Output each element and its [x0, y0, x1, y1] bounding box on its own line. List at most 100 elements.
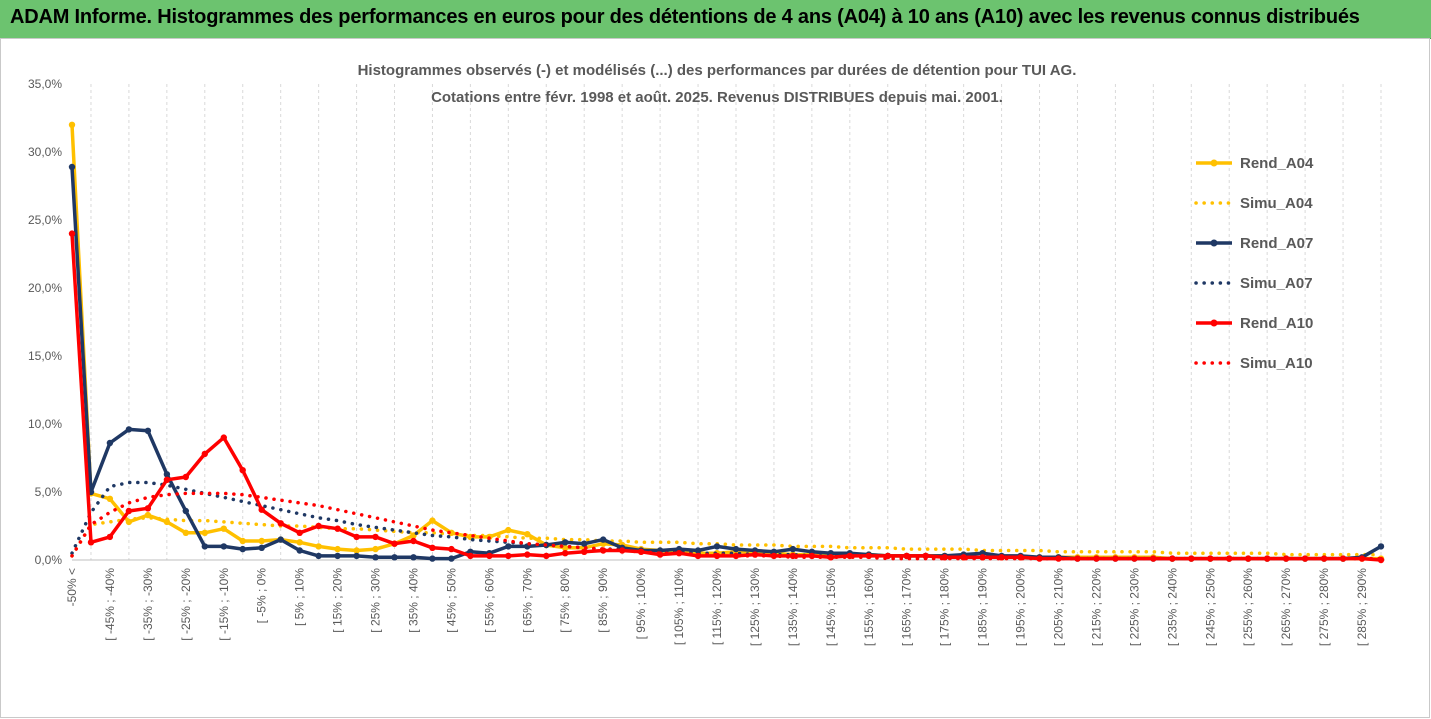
data-point: [277, 520, 284, 527]
series-rend-a04: [68, 121, 1385, 562]
data-point: [448, 555, 455, 562]
x-tick-label: -50% <: [65, 568, 79, 606]
data-point: [315, 522, 322, 530]
y-tick-label: 25,0%: [28, 213, 62, 227]
x-tick-label: [ -45% ; -40%: [103, 568, 117, 641]
data-point: [182, 473, 189, 481]
legend-label: Rend_A07: [1240, 235, 1313, 252]
y-tick-label: 35,0%: [28, 77, 62, 91]
data-point: [732, 545, 740, 553]
data-point: [239, 537, 246, 545]
x-tick-label: [ 75% ; 80%: [558, 568, 572, 633]
data-point: [1282, 555, 1290, 562]
data-point: [827, 554, 834, 561]
data-point: [1169, 555, 1176, 562]
legend: Rend_A04 Simu_A04 Rend_A07 Simu_A07 Rend_A10…: [1194, 155, 1314, 372]
data-point: [315, 552, 322, 560]
legend-marker: [1210, 239, 1218, 247]
legend-label: Simu_A07: [1240, 275, 1313, 292]
data-point: [562, 550, 569, 557]
data-point: [182, 529, 189, 536]
x-tick-label: [ 195% ; 200%: [1014, 568, 1028, 646]
data-point: [524, 531, 531, 538]
data-point: [106, 495, 114, 502]
data-point: [1112, 555, 1119, 562]
chart-title-line-1: Histogrammes observés (-) et modélisés (…: [358, 62, 1077, 79]
series-simu-a10: [70, 491, 1383, 561]
legend-label: Simu_A10: [1240, 355, 1313, 372]
data-point: [1055, 555, 1062, 562]
data-point: [296, 539, 303, 546]
data-point: [713, 543, 721, 550]
data-point: [125, 426, 133, 433]
x-tick-label: [ 215% ; 220%: [1089, 568, 1103, 646]
data-point: [372, 533, 379, 541]
x-tick-label: [ 285% ; 290%: [1355, 568, 1369, 646]
x-tick-label: [ 235% ; 240%: [1165, 568, 1179, 646]
data-point: [353, 552, 360, 560]
data-point: [391, 540, 398, 547]
x-tick-label: [ -15% ; -10%: [217, 568, 231, 641]
series-simu-a07: [70, 480, 1383, 561]
data-point: [201, 543, 208, 550]
data-point: [789, 545, 797, 553]
y-tick-label: 10,0%: [28, 417, 62, 431]
y-tick-label: 0,0%: [35, 553, 63, 567]
x-axis: -50% < [ -45% ; -40% [ -35% ; -30% [ -25% ;…: [65, 568, 1369, 646]
data-point: [372, 545, 379, 553]
x-tick-label: [ 55% ; 60%: [482, 568, 496, 633]
data-point: [581, 540, 588, 547]
series-line: [70, 516, 1383, 558]
x-tick-label: [ 45% ; 50%: [444, 568, 458, 633]
x-tick-label: [ 105% ; 110%: [672, 568, 686, 645]
legend-marker: [1210, 159, 1218, 167]
data-point: [144, 511, 152, 519]
data-point: [410, 554, 417, 561]
x-tick-label: [ 155% ; 160%: [862, 568, 876, 646]
x-tick-label: [ 265% ; 270%: [1279, 568, 1293, 646]
x-tick-label: [ 275% ; 280%: [1317, 568, 1331, 646]
x-tick-label: [ 15% ; 20%: [331, 568, 345, 633]
x-tick-label: [ 165% ; 170%: [900, 568, 914, 646]
chart-title-line-2: Cotations entre févr. 1998 et août. 2025…: [431, 89, 1003, 106]
x-tick-label: [ 95% ; 100%: [634, 568, 648, 640]
data-point: [296, 547, 303, 554]
x-tick-label: [ 225% ; 230%: [1127, 568, 1141, 646]
data-point: [239, 545, 246, 553]
data-point: [106, 533, 114, 541]
data-point: [68, 163, 76, 171]
x-tick-label: [ 135% ; 140%: [786, 568, 800, 646]
data-point: [258, 537, 265, 545]
x-tick-label: [ 35% ; 40%: [406, 568, 420, 633]
data-point: [1377, 543, 1385, 550]
legend-item: Rend_A04: [1196, 155, 1314, 172]
data-point: [163, 476, 171, 483]
x-tick-label: [ 125% ; 130%: [748, 568, 762, 646]
data-point: [220, 543, 227, 550]
data-point: [125, 507, 133, 515]
legend-item: Simu_A07: [1194, 275, 1313, 292]
x-tick-label: [ 175% ; 180%: [938, 568, 952, 646]
data-point: [220, 434, 227, 441]
x-tick-label: [ 185% ; 190%: [976, 568, 990, 646]
data-point: [1226, 555, 1233, 562]
data-point: [429, 544, 436, 551]
header-bar: ADAM Informe. Histogrammes des performan…: [0, 0, 1431, 39]
data-point: [448, 545, 455, 553]
series-line: [70, 233, 1382, 562]
data-point: [543, 552, 550, 560]
x-tick-label: [ -35% ; -30%: [141, 568, 155, 641]
data-point: [296, 529, 303, 536]
legend-item: Rend_A10: [1196, 315, 1313, 332]
data-point: [315, 543, 322, 550]
data-point: [429, 517, 436, 524]
data-point: [106, 439, 114, 447]
data-point: [505, 543, 512, 550]
data-point: [239, 467, 246, 474]
data-point: [144, 505, 152, 512]
data-point: [581, 548, 588, 555]
data-point: [87, 539, 95, 546]
series-simu-a04: [70, 516, 1383, 558]
y-tick-label: 20,0%: [28, 281, 62, 295]
x-tick-label: [ 205% ; 210%: [1051, 568, 1065, 646]
